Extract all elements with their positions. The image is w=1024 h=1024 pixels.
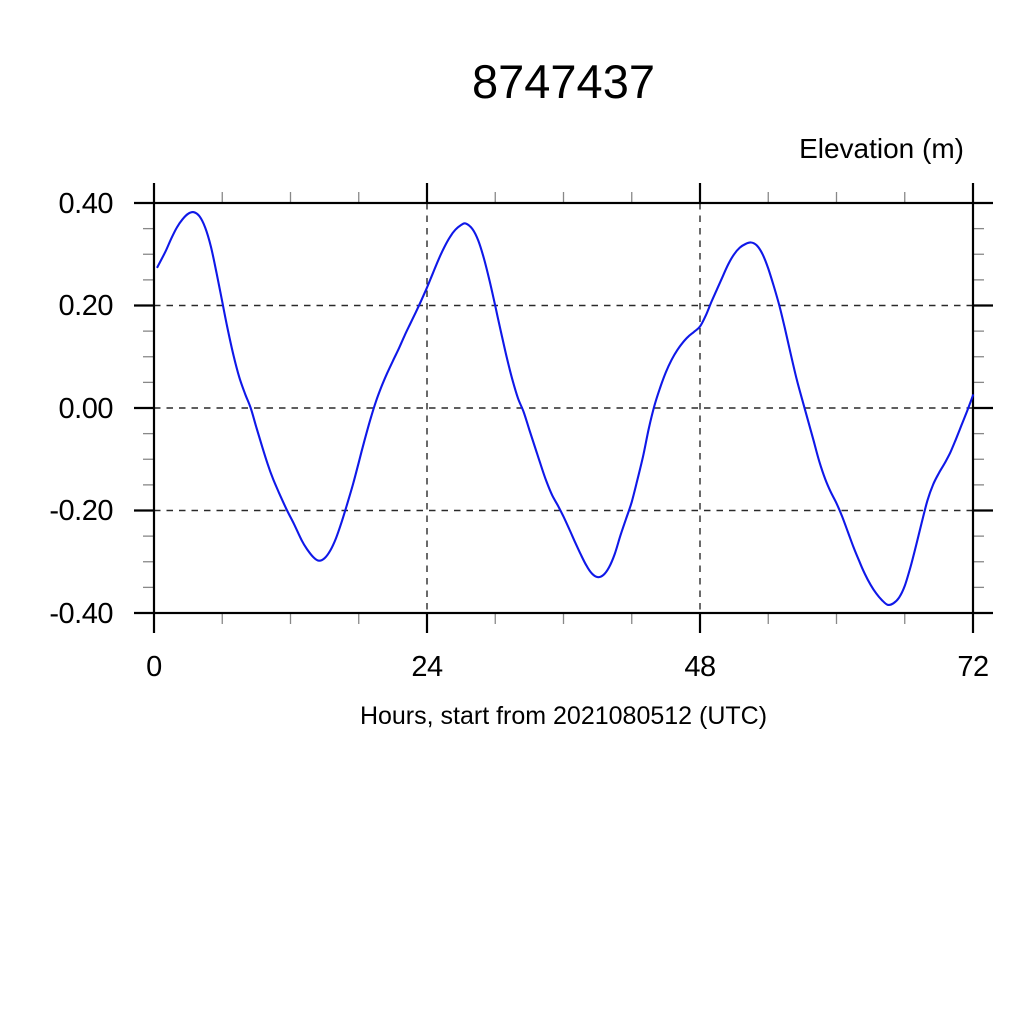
gridlines bbox=[154, 203, 973, 613]
elevation-curve bbox=[156, 211, 975, 606]
plot-frame bbox=[152, 201, 975, 615]
x-tick-label: 48 bbox=[684, 651, 715, 683]
chart-title: 8747437 bbox=[472, 55, 655, 108]
y-tick-label: 0.00 bbox=[59, 393, 113, 425]
axis-ticks bbox=[134, 183, 993, 633]
y-tick-labels: 0.40 0.20 0.00 -0.20 -0.40 bbox=[49, 188, 113, 630]
x-tick-label: 72 bbox=[957, 651, 988, 683]
y-tick-label: 0.40 bbox=[59, 188, 113, 220]
x-axis-title: Hours, start from 2021080512 (UTC) bbox=[359, 702, 768, 730]
x-tick-label: 24 bbox=[411, 651, 443, 683]
y-axis-title: Elevation (m) bbox=[799, 133, 964, 164]
y-tick-label: -0.20 bbox=[49, 495, 113, 527]
y-tick-label: 0.20 bbox=[59, 290, 113, 322]
x-tick-labels: 0 24 48 72 bbox=[146, 651, 989, 683]
x-tick-label: 0 bbox=[146, 651, 162, 683]
y-tick-label: -0.40 bbox=[49, 598, 113, 630]
